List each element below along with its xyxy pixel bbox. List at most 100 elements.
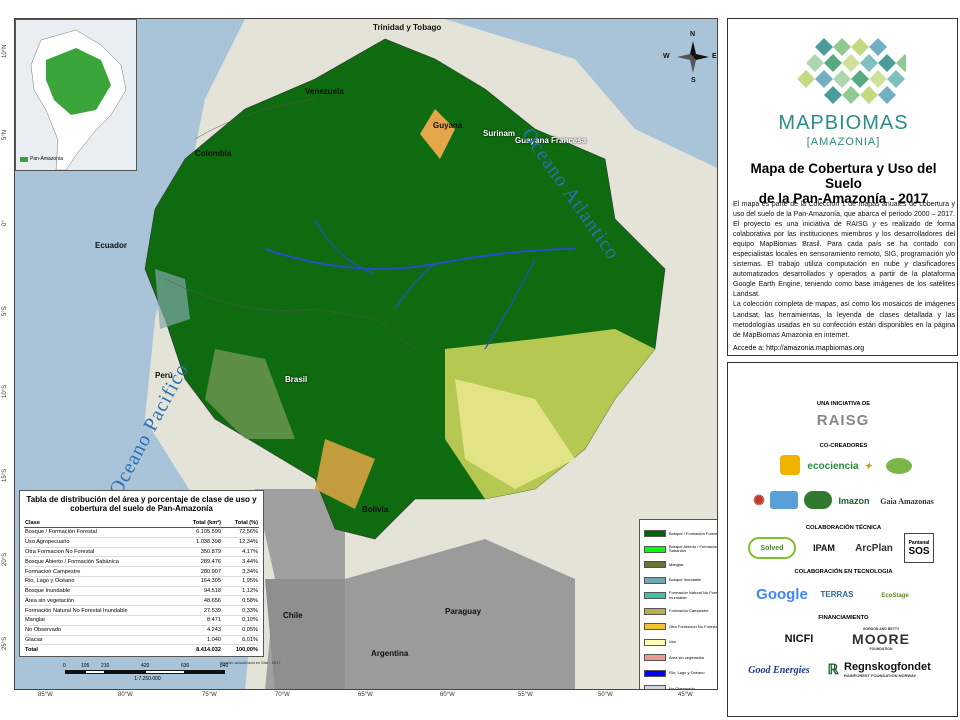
logo-tile (842, 54, 860, 72)
lat-tick-label: 15°S (2, 468, 8, 482)
label-guyana: Guyana (433, 121, 463, 130)
logo-tile (851, 70, 869, 88)
lat-tick-label: 5°S (2, 306, 8, 316)
label-argentina: Argentina (371, 649, 409, 658)
partners-panel: UNA INICIATIVA DE RAISG CO-CREADORES eco… (727, 362, 958, 717)
cocreator-logo-5-icon: ✺ (753, 491, 765, 508)
ecociencia-logo: ecociencia (807, 460, 859, 472)
label-ecuador: Ecuador (95, 241, 128, 250)
table-row: Formacion Campestre 280.907 3,34% (24, 566, 259, 577)
legend-swatch (644, 638, 666, 646)
lon-tick-label: 60°W (440, 692, 455, 698)
section-co-creators: CO-CREADORES (819, 443, 868, 449)
inset-map-graphic (30, 29, 127, 171)
gaia-amazonas-logo: Gaia Amazonas (880, 496, 934, 506)
table-row: Bosque Abierto / Formación Sabánica 289.4… (24, 556, 259, 568)
scale-bar: 0 105 210 420 630 840 1:7.250.000 (63, 663, 230, 684)
legend-label: No Observado (669, 685, 695, 690)
table-cell-km2: 6.105.599 (177, 527, 222, 538)
table-row: Formación Natural No Forestal Inundable 2… (24, 605, 259, 617)
table-cell-pct: 0,10% (221, 615, 259, 626)
table-total-cell: Total (24, 644, 178, 655)
table-row: No Observado 4.243 0,05% (24, 625, 259, 636)
scale-label-1: 105 (81, 663, 90, 669)
description-paragraph-2: La colección completa de mapas, así como… (733, 301, 955, 339)
moore-foundation-logo: GORDON AND BETTY MOORE FOUNDATION (846, 625, 916, 653)
table-cell-name: No Observado (24, 625, 178, 636)
logo-tile (815, 70, 833, 88)
ecostage-logo: EcoStage (881, 593, 909, 599)
compass-w: W (663, 53, 670, 60)
table-cell-pct: 0,01% (221, 635, 259, 646)
lat-tick-label: 10°N (2, 44, 8, 58)
title-panel: MAPBIOMAS [AMAZONIA] Mapa de Cobertura y… (727, 18, 958, 356)
lat-tick-label: 25°S (2, 636, 8, 650)
table-cell-km2: 1.038.398 (177, 537, 222, 548)
lat-tick-label: 20°S (2, 552, 8, 566)
access-link[interactable]: Accede a: http://amazonia.mapbiomas.org (733, 345, 865, 352)
map-title-line1: Mapa de Cobertura y Uso del Suelo (750, 161, 937, 191)
legend-swatch (644, 561, 666, 569)
logo-tile (878, 86, 896, 104)
legend-swatch (644, 592, 666, 600)
label-paraguay: Paraguay (445, 607, 482, 616)
logo-tile (860, 86, 878, 104)
legend-label: Río, Lago y Océano (669, 670, 705, 675)
description-paragraph-1: El mapa es parte de la Colección 1 de ma… (733, 201, 955, 299)
regnskogfondet-icon: ℝ (827, 660, 839, 677)
table-cell-name: Glaciar (24, 635, 178, 646)
table-title-line1: Tabla de distribución del área y porcent… (26, 495, 257, 504)
table-cell-name: Bosque Abierto / Formación Sabánica (24, 556, 178, 568)
table-row: Otra Formacion No Forestal 350.879 4,17% (24, 547, 259, 558)
logo-tile (806, 54, 824, 72)
legend-item: Formación Campestre (644, 604, 717, 620)
table-total-row: Total 8.414.032 100,00% (24, 644, 259, 655)
table-cell-name: Formacion Campestre (24, 566, 178, 577)
table-cell-name: Uso Agropecuario (24, 537, 178, 548)
nicfi-logo: NICFI (784, 633, 814, 645)
legend-item: Otra Formacion No Forestal (644, 619, 717, 635)
legend-swatch (644, 530, 666, 538)
label-guayana-francesa: Guayana Francesa (515, 136, 587, 145)
compass-graphic (677, 41, 709, 73)
table-cell-pct: 4,17% (221, 547, 259, 558)
map-description: El mapa es parte de la Colección 1 de ma… (733, 200, 955, 341)
header-total-km2: Total (km²) (177, 519, 222, 528)
label-bolivia: Bolivia (362, 505, 389, 514)
legend-item: No Observado (644, 681, 717, 690)
table-cell-name: Bosque / Formación Forestal (24, 527, 178, 538)
brand-name: MAPBIOMAS (778, 112, 909, 134)
section-funding: FINANCIAMIENTO (818, 615, 869, 621)
table-total-cell: 8.414.032 (177, 644, 222, 655)
table-cell-name: Bosque Inundable (24, 586, 178, 597)
brand-subtitle: [AMAZONIA] (806, 136, 881, 148)
logo-tile (887, 70, 905, 88)
lon-tick-label: 65°W (358, 692, 373, 698)
legend-swatch (644, 545, 666, 553)
legend-swatch (644, 623, 666, 631)
raisg-logo: RAISG (816, 411, 870, 429)
table-cell-km2: 8.471 (177, 615, 222, 626)
table-total-cell: 100,00% (221, 644, 259, 655)
inset-legend-swatch (20, 156, 28, 162)
inset-map: Pan-Amazonía (15, 19, 137, 171)
map-title-line2: de la Pan-Amazonía - 2017 (758, 191, 929, 206)
label-colombia: Colombia (195, 149, 232, 158)
table-cell-pct: 1,12% (221, 586, 259, 597)
table-cell-km2: 27.539 (177, 605, 222, 617)
section-initiative: UNA INICIATIVA DE (816, 401, 871, 407)
inset-legend: Pan-Amazonía (20, 156, 63, 162)
logo-tile (878, 54, 896, 72)
table-cell-km2: 94.518 (177, 586, 222, 597)
moore-label: MOORE (852, 631, 910, 647)
logo-tile (896, 54, 906, 72)
solved-logo: Solved (748, 537, 796, 559)
logo-tile (869, 38, 887, 56)
lon-tick-label: 75°W (202, 692, 217, 698)
lat-tick-label: 10°S (2, 384, 8, 398)
table-cell-km2: 289.476 (177, 556, 222, 568)
logo-tile (815, 38, 833, 56)
cocreator-logo-1-icon (780, 455, 800, 475)
compass-e: E (712, 53, 717, 60)
table-cell-pct: 3,44% (221, 556, 259, 568)
